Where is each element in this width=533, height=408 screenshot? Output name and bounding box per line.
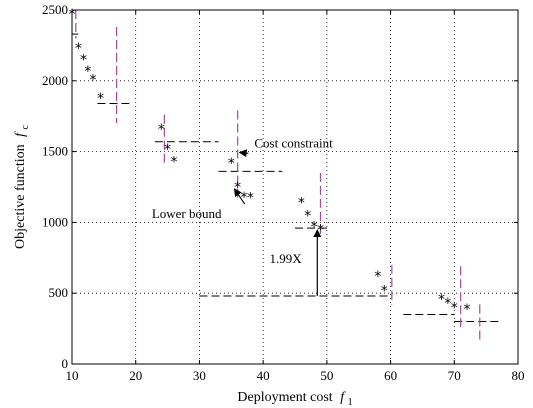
data-point: * bbox=[451, 300, 458, 316]
grid bbox=[72, 10, 518, 364]
data-point: * bbox=[374, 269, 381, 285]
data-point: * bbox=[381, 283, 388, 299]
data-point: * bbox=[90, 72, 97, 88]
cost-constraint-lines bbox=[75, 10, 481, 340]
x-tick-label: 60 bbox=[384, 368, 397, 383]
x-tick-label: 80 bbox=[512, 368, 525, 383]
data-point: * bbox=[164, 142, 171, 158]
y-tick-label: 1500 bbox=[42, 144, 68, 159]
x-axis-subscript: 1 bbox=[348, 397, 353, 408]
data-point: * bbox=[80, 53, 87, 69]
data-point: * bbox=[97, 91, 104, 107]
cost-constraint-arrow bbox=[238, 149, 249, 158]
data-point: * bbox=[158, 122, 165, 138]
data-point: * bbox=[464, 302, 471, 318]
data-point: * bbox=[84, 64, 91, 80]
y-tick-label: 500 bbox=[49, 285, 69, 300]
data-point: * bbox=[75, 41, 82, 57]
data-point: * bbox=[228, 156, 235, 172]
x-axis-title: Deployment cost f 1 bbox=[237, 390, 352, 408]
x-tick-label: 70 bbox=[448, 368, 461, 383]
x-tick-label: 40 bbox=[257, 368, 270, 383]
y-axis-label: Objective function bbox=[13, 144, 28, 249]
x-tick-label: 30 bbox=[193, 368, 206, 383]
data-point: * bbox=[317, 222, 324, 238]
x-tick-label: 20 bbox=[129, 368, 142, 383]
annotations: Cost constraint Lower bound 1.99X bbox=[152, 135, 333, 297]
cost-constraint-label: Cost constraint bbox=[254, 135, 333, 150]
ratio-label: 1.99X bbox=[270, 251, 303, 266]
data-point: * bbox=[444, 296, 451, 312]
axis-ticks: 10 20 30 40 50 60 70 80 0 500 1000 1500 2000 2500 bbox=[42, 2, 525, 383]
y-tick-label: 2500 bbox=[42, 2, 68, 17]
y-tick-label: 0 bbox=[62, 356, 69, 371]
y-axis-subscript: c bbox=[20, 124, 31, 129]
y-axis-title: Objective function f c bbox=[13, 124, 31, 248]
data-point: * bbox=[234, 180, 241, 196]
y-axis-variable: f bbox=[13, 131, 28, 137]
data-point: * bbox=[311, 220, 318, 236]
y-tick-label: 1000 bbox=[42, 214, 68, 229]
x-tick-label: 10 bbox=[66, 368, 79, 383]
data-point: * bbox=[170, 155, 177, 171]
data-points: ********* *** * *** **** * * * bbox=[69, 7, 471, 318]
data-point: * bbox=[298, 196, 305, 212]
y-tick-label: 2000 bbox=[42, 73, 68, 88]
x-axis-variable: f bbox=[340, 390, 346, 405]
data-point: * bbox=[304, 208, 311, 224]
x-tick-label: 50 bbox=[320, 368, 333, 383]
lower-bound-lines bbox=[72, 33, 499, 323]
data-point: * bbox=[247, 191, 254, 207]
x-axis-label: Deployment cost bbox=[237, 390, 332, 405]
plot-frame bbox=[71, 9, 519, 365]
lower-bound-label: Lower bound bbox=[152, 206, 222, 221]
data-point: * bbox=[438, 292, 445, 308]
lower-bound-arrow bbox=[233, 188, 246, 205]
data-point: * bbox=[241, 190, 248, 206]
